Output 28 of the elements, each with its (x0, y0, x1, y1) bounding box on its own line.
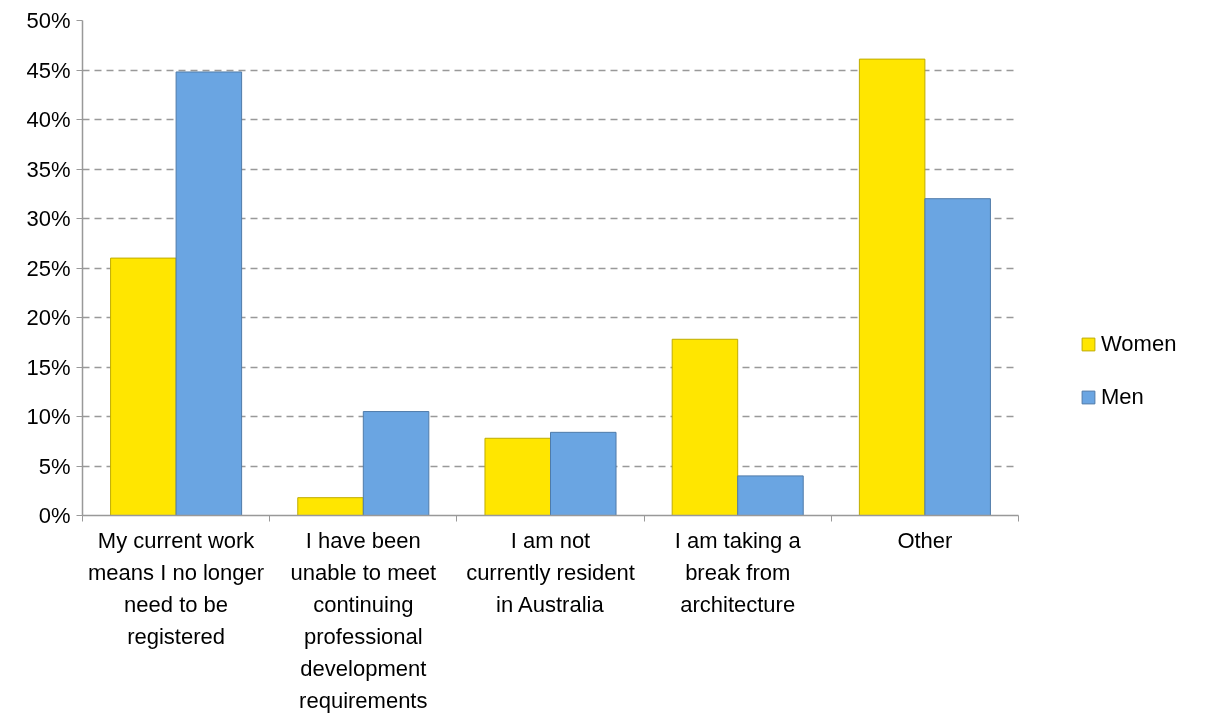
bar (362, 411, 430, 516)
bar (484, 437, 551, 516)
bar (550, 431, 617, 516)
bar (110, 257, 177, 516)
x-tick-label: Other (897, 527, 953, 553)
bar (175, 71, 243, 516)
y-tick-label: 45% (26, 57, 71, 83)
x-tick-label: I am not currently resident in Australia (466, 527, 635, 617)
y-tick-label: 50% (26, 8, 71, 33)
y-tick-label: 15% (26, 354, 71, 380)
x-tick-label: I am taking a break from architecture (674, 527, 802, 617)
bar (924, 198, 991, 516)
y-tick-label: 0% (38, 503, 71, 528)
y-tick-label: 40% (26, 107, 71, 132)
bar (297, 497, 364, 516)
y-tick-label: 10% (26, 404, 71, 429)
y-tick-label: 25% (26, 255, 71, 281)
legend-label: Men (1101, 384, 1144, 410)
y-tick-label: 20% (26, 305, 71, 330)
x-tick-label: I have been unable to meet continuing professional development requirements (290, 527, 437, 713)
bar (737, 475, 804, 516)
bar (671, 338, 739, 516)
x-tick-label: My current work means I no longer need to be registered (88, 527, 265, 649)
y-tick-label: 35% (26, 156, 71, 182)
y-tick-label: 5% (38, 453, 71, 479)
legend-label: Women (1101, 331, 1177, 357)
y-tick-label: 30% (26, 206, 71, 231)
bar (858, 58, 926, 516)
